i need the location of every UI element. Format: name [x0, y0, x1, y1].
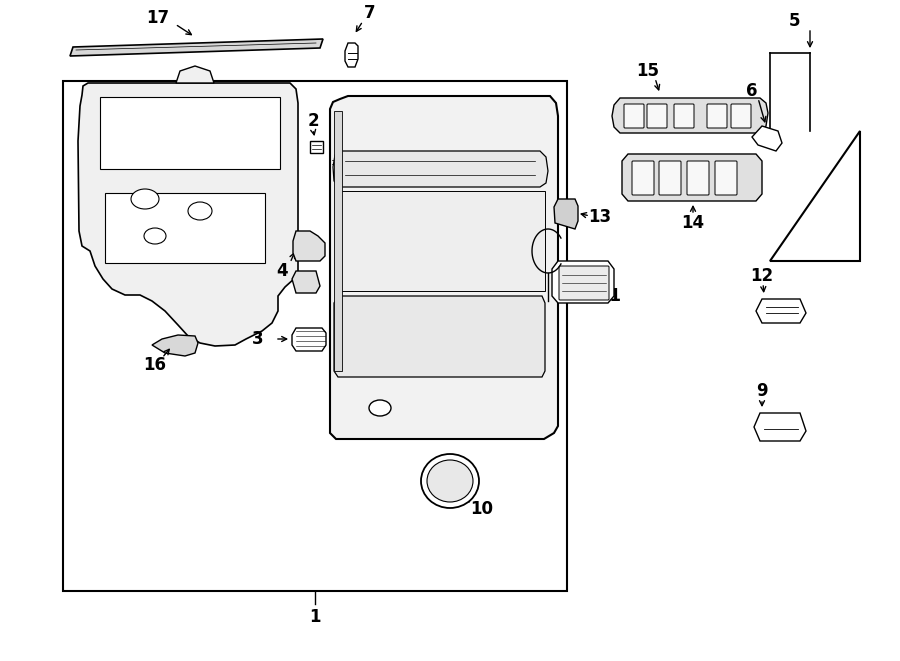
Text: 8: 8: [332, 137, 344, 155]
Polygon shape: [292, 271, 320, 293]
Polygon shape: [330, 156, 343, 168]
Ellipse shape: [144, 228, 166, 244]
Polygon shape: [334, 296, 545, 377]
Ellipse shape: [188, 202, 212, 220]
Ellipse shape: [131, 189, 159, 209]
Text: 6: 6: [746, 82, 758, 100]
Polygon shape: [310, 141, 323, 153]
Text: 12: 12: [751, 267, 774, 285]
Polygon shape: [770, 131, 860, 261]
FancyBboxPatch shape: [715, 161, 737, 195]
Text: 14: 14: [681, 214, 705, 232]
Polygon shape: [293, 231, 325, 261]
Polygon shape: [152, 335, 198, 356]
Polygon shape: [333, 151, 548, 187]
FancyBboxPatch shape: [624, 104, 644, 128]
FancyBboxPatch shape: [334, 111, 342, 371]
Polygon shape: [612, 98, 768, 133]
Polygon shape: [756, 299, 806, 323]
Polygon shape: [70, 39, 323, 56]
Text: 15: 15: [636, 62, 660, 80]
FancyBboxPatch shape: [687, 161, 709, 195]
Polygon shape: [754, 413, 806, 441]
Polygon shape: [622, 154, 762, 201]
Polygon shape: [176, 66, 214, 83]
FancyBboxPatch shape: [63, 81, 567, 591]
FancyBboxPatch shape: [731, 104, 751, 128]
Text: 10: 10: [471, 500, 493, 518]
Polygon shape: [340, 191, 545, 291]
Polygon shape: [554, 199, 578, 229]
Polygon shape: [345, 43, 358, 67]
Text: 3: 3: [252, 330, 264, 348]
FancyBboxPatch shape: [674, 104, 694, 128]
Text: 1: 1: [310, 608, 320, 626]
Polygon shape: [752, 126, 782, 151]
FancyBboxPatch shape: [632, 161, 654, 195]
Ellipse shape: [421, 454, 479, 508]
Text: 13: 13: [589, 208, 612, 226]
FancyBboxPatch shape: [559, 266, 609, 300]
FancyBboxPatch shape: [647, 104, 667, 128]
Ellipse shape: [369, 400, 391, 416]
Polygon shape: [552, 261, 614, 303]
Text: 7: 7: [364, 4, 376, 22]
Text: 16: 16: [143, 356, 166, 374]
Ellipse shape: [427, 460, 473, 502]
FancyBboxPatch shape: [659, 161, 681, 195]
FancyBboxPatch shape: [707, 104, 727, 128]
Text: 17: 17: [147, 9, 169, 27]
Text: 11: 11: [598, 287, 622, 305]
Text: 5: 5: [789, 12, 801, 30]
Polygon shape: [78, 83, 298, 346]
Polygon shape: [330, 96, 558, 439]
Text: 9: 9: [756, 382, 768, 400]
FancyBboxPatch shape: [105, 193, 265, 263]
Text: 4: 4: [276, 262, 288, 280]
Polygon shape: [292, 328, 326, 351]
FancyBboxPatch shape: [100, 97, 280, 169]
Text: 2: 2: [307, 112, 319, 130]
